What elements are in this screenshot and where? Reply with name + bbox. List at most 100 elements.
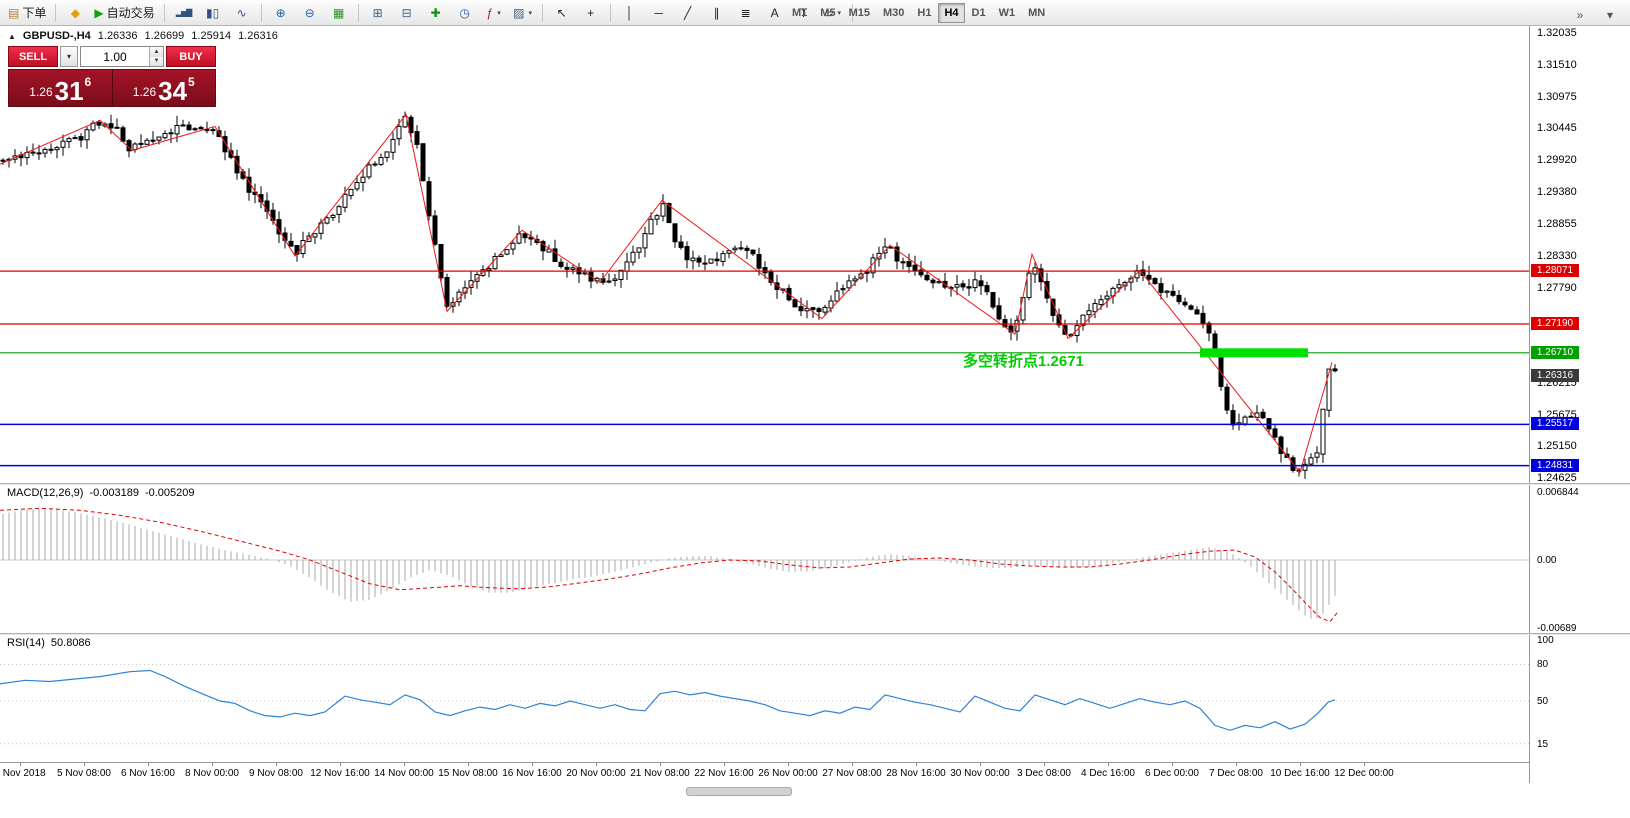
candle-body — [666, 203, 672, 224]
order-type-dropdown[interactable]: ▾ — [60, 46, 78, 67]
candle-body — [150, 139, 156, 142]
horizontal-line-button[interactable]: ─ — [645, 2, 673, 24]
price-tick: 1.28330 — [1537, 249, 1577, 262]
candle-body — [300, 240, 306, 254]
chevron-down-icon[interactable]: ▾ — [837, 9, 841, 17]
timeframe-d1[interactable]: D1 — [971, 7, 986, 19]
date-tick-mark — [1044, 763, 1045, 766]
toolbar-separator — [55, 3, 57, 22]
candle-body — [1302, 463, 1308, 471]
toolbar-overflow-button[interactable]: » — [1576, 8, 1584, 22]
timeframe-w1[interactable]: W1 — [998, 7, 1016, 19]
support-zone-band[interactable] — [1200, 348, 1308, 358]
candlestick-chart-button[interactable]: ▮▯ — [199, 2, 227, 24]
indicators-button[interactable]: ƒ ▾ — [480, 2, 508, 24]
spin-up-icon[interactable]: ▲ — [150, 47, 163, 57]
channel-button[interactable]: ∥ — [703, 2, 731, 24]
trendline-button[interactable]: ╱ — [674, 2, 702, 24]
toolbar-separator — [609, 3, 611, 22]
toolbar-customize-button[interactable]: ▾ — [1606, 8, 1614, 22]
candle-body — [810, 307, 816, 310]
grid-icon: ▦ — [332, 5, 345, 20]
cascade-windows-icon: ⊟ — [401, 5, 412, 20]
timeframe-m30[interactable]: M30 — [882, 7, 905, 19]
candle-body — [1086, 310, 1092, 316]
candle-body — [918, 269, 924, 276]
cascade-windows-button[interactable]: ⊟ — [393, 2, 421, 24]
bar-chart-button[interactable]: ▂▅▇ — [170, 2, 198, 24]
toolbar-separator — [541, 3, 543, 22]
buy-button[interactable]: BUY — [166, 46, 216, 67]
candle-body — [834, 290, 840, 302]
crosshair-button[interactable]: + — [577, 2, 605, 24]
candle-body — [372, 163, 378, 166]
label-button[interactable]: T — [790, 2, 818, 24]
chevron-down-icon[interactable]: ▾ — [497, 9, 501, 17]
channel-icon: ∥ — [713, 5, 720, 20]
timeframe-m5[interactable]: M5 — [820, 7, 836, 19]
scrollbar-thumb[interactable] — [686, 787, 792, 796]
text-button[interactable]: A — [761, 2, 789, 24]
autotrading-button[interactable]: ▶ 自动交易 — [90, 2, 158, 24]
price-level-box: 1.26316 — [1531, 369, 1579, 383]
vertical-line-button[interactable]: │ — [616, 2, 644, 24]
zoom-out-button[interactable]: ⊖ — [296, 2, 324, 24]
price-axis[interactable]: 1.32035 1.31510 1.30975 1.30445 1.29920 1.293… — [1529, 26, 1630, 783]
toolbar-separator — [163, 3, 165, 22]
zoom-in-button[interactable]: ⊕ — [267, 2, 295, 24]
line-chart-button[interactable]: ∿ — [228, 2, 256, 24]
candle-body — [96, 121, 102, 126]
candle-body — [1278, 436, 1284, 455]
candle-body — [756, 254, 762, 269]
candle-body — [1260, 411, 1266, 419]
price-tick: 1.27790 — [1537, 281, 1577, 294]
timeframe-m1[interactable]: M1 — [792, 7, 808, 19]
timeframe-mn[interactable]: MN — [1028, 7, 1046, 19]
candle-body — [984, 285, 990, 293]
new-chart-icon: ✚ — [430, 5, 441, 20]
date-tick-label: 12 Dec 00:00 — [1334, 768, 1394, 779]
candle-body — [66, 138, 72, 143]
new-order-icon: ▤ — [8, 5, 20, 20]
date-tick-mark — [1236, 763, 1237, 766]
candle-body — [348, 188, 354, 197]
timeframe-h1[interactable]: H1 — [917, 7, 932, 19]
tile-windows-icon: ⊞ — [372, 5, 383, 20]
candle-body — [378, 157, 384, 165]
candle-body — [1080, 314, 1086, 326]
templates-button[interactable]: ▨ ▾ — [509, 2, 537, 24]
chevron-down-icon[interactable]: ▾ — [528, 9, 533, 17]
timeframe-m15[interactable]: M15 — [848, 7, 870, 19]
grid-button[interactable]: ▦ — [325, 2, 353, 24]
panel-separator[interactable] — [0, 483, 1630, 485]
expert-advisors-icon[interactable]: ◆ — [61, 2, 89, 24]
candle-body — [420, 143, 426, 182]
date-tick-mark — [724, 763, 725, 766]
date-axis[interactable]: 2 Nov 2018 5 Nov 08:00 6 Nov 16:00 8 Nov 00… — [0, 762, 1630, 784]
zigzag-line[interactable] — [0, 113, 1333, 474]
cursor-button[interactable]: ↖ — [548, 2, 576, 24]
chart-shift-button[interactable]: ◷ — [451, 2, 479, 24]
buy-price-display[interactable]: 1.26 34 5 — [112, 70, 215, 106]
spin-down-icon[interactable]: ▼ — [150, 56, 163, 66]
templates-icon: ▨ — [513, 5, 525, 20]
new-chart-button[interactable]: ✚ — [422, 2, 450, 24]
timeframe-switcher: M1 M5 M15 M30 H1 H4 D1 W1 MN — [786, 3, 1051, 23]
candle-body — [1206, 322, 1212, 334]
candle-body — [474, 274, 480, 282]
date-tick-label: 21 Nov 08:00 — [630, 768, 690, 779]
annotation-text[interactable]: 多空转折点1.2671 — [963, 352, 1084, 370]
fibonacci-button[interactable]: ≣ — [732, 2, 760, 24]
sell-price-display[interactable]: 1.26 31 6 — [9, 70, 113, 106]
candle-body — [840, 288, 846, 291]
shapes-button[interactable]: ▱ ▾ — [819, 2, 847, 24]
candle-body — [192, 128, 198, 131]
panel-separator[interactable] — [0, 633, 1630, 635]
timeframe-h4[interactable]: H4 — [938, 3, 965, 23]
tile-windows-button[interactable]: ⊞ — [364, 2, 392, 24]
sell-button[interactable]: SELL — [8, 46, 58, 67]
new-order-button[interactable]: ▤ 下单 — [4, 2, 50, 24]
lot-size-input[interactable] — [81, 47, 149, 66]
price-tick: 1.28855 — [1537, 217, 1577, 230]
